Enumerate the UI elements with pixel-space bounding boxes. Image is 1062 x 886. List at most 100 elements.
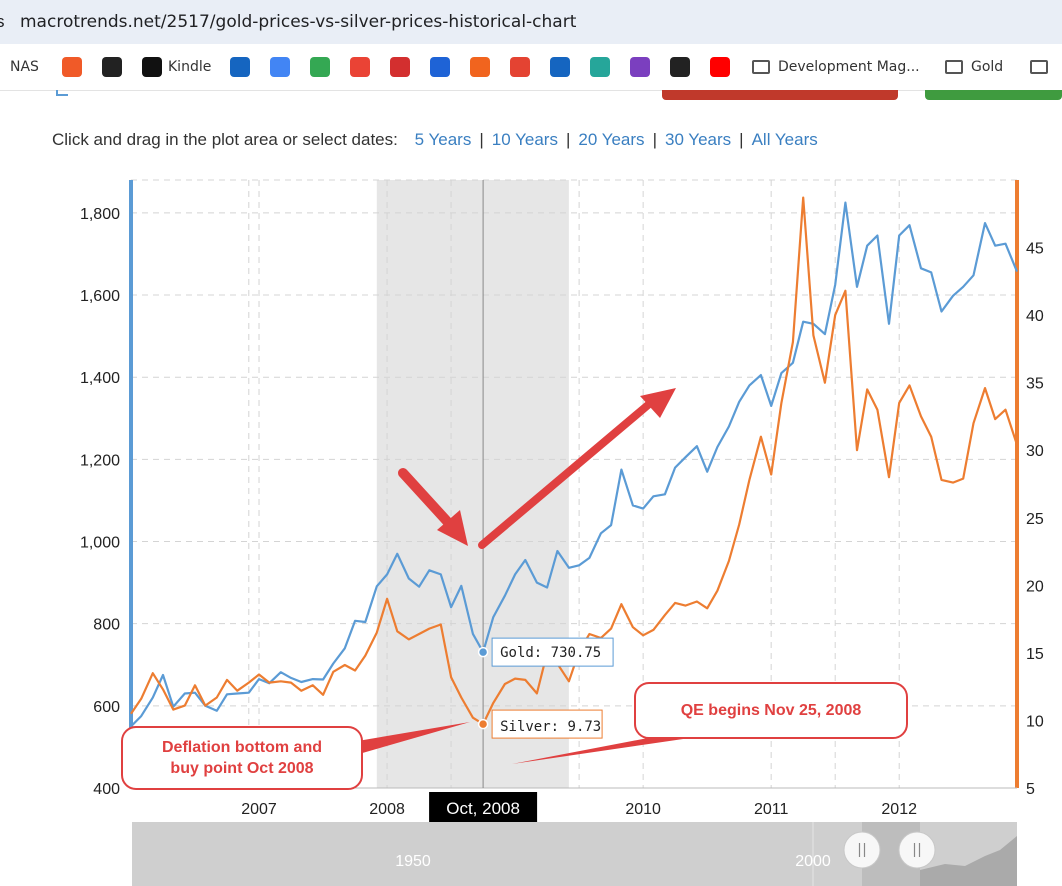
bookmark-19[interactable] bbox=[1030, 56, 1056, 78]
range-option-30-years[interactable]: 30 Years bbox=[664, 130, 732, 149]
address-bar-edge-glyph: s bbox=[0, 12, 5, 31]
range-separator: | bbox=[739, 130, 744, 149]
spiral-icon bbox=[590, 57, 610, 77]
x-tick-label: 2008 bbox=[369, 801, 405, 818]
range-option-20-years[interactable]: 20 Years bbox=[578, 130, 645, 149]
navigator-area bbox=[920, 836, 1017, 886]
bookmark-4[interactable] bbox=[230, 56, 256, 78]
gold-point-marker[interactable] bbox=[477, 646, 489, 658]
green-action-button[interactable] bbox=[925, 90, 1062, 100]
small-blue-mark bbox=[56, 90, 68, 96]
bookmark-0[interactable]: NAS bbox=[10, 56, 39, 78]
selection-highlight[interactable] bbox=[376, 180, 569, 788]
bookmark-label: Gold bbox=[971, 59, 1004, 75]
maps-icon bbox=[350, 57, 370, 77]
bookmark-7[interactable] bbox=[350, 56, 376, 78]
folder-icon bbox=[752, 60, 770, 74]
x-tick-label: 2010 bbox=[625, 801, 661, 818]
url-text[interactable]: macrotrends.net/2517/gold-prices-vs-silv… bbox=[20, 12, 577, 32]
y-right-tick-label: 15 bbox=[1026, 646, 1044, 663]
github-icon bbox=[102, 57, 122, 77]
gold-tooltip-box bbox=[491, 637, 614, 667]
down-arrow-shaft bbox=[398, 468, 460, 535]
crosshair-label-bg bbox=[429, 792, 538, 824]
bookmark-red-icon bbox=[62, 57, 82, 77]
deflation-callout-text: Deflation bottom and bbox=[162, 739, 322, 756]
bookmarks-bar: NAS Kindle Development Mag... Gold bbox=[0, 44, 1062, 91]
y-left-tick-label: 400 bbox=[93, 781, 120, 798]
y-right-tick-label: 10 bbox=[1026, 713, 1044, 730]
y-right-tick-label: 5 bbox=[1026, 781, 1035, 798]
folder-icon bbox=[945, 60, 963, 74]
series-line-gold bbox=[130, 201, 1019, 728]
bookmark-16[interactable] bbox=[710, 56, 736, 78]
y-right-tick-label: 45 bbox=[1026, 241, 1044, 258]
deflation-callout-text: buy point Oct 2008 bbox=[170, 760, 313, 777]
bookmark-12[interactable] bbox=[550, 56, 576, 78]
bookmark-11[interactable] bbox=[510, 56, 536, 78]
y-left-tick-label: 1,000 bbox=[80, 535, 120, 552]
amazon-icon bbox=[670, 57, 690, 77]
y-left-tick-label: 1,400 bbox=[80, 370, 120, 387]
x-tick-label: 2011 bbox=[754, 801, 789, 818]
bookmark-8[interactable] bbox=[390, 56, 416, 78]
bookmark-1[interactable] bbox=[62, 56, 88, 78]
range-option-5-years[interactable]: 5 Years bbox=[414, 130, 472, 149]
bookmark-6[interactable] bbox=[310, 56, 336, 78]
y-right-tick-label: 35 bbox=[1026, 376, 1044, 393]
x-tick-label: 2007 bbox=[241, 801, 277, 818]
y-left-tick-label: 1,800 bbox=[80, 206, 120, 223]
range-option-10-years[interactable]: 10 Years bbox=[491, 130, 558, 149]
flag-icon bbox=[550, 57, 570, 77]
etsy-icon bbox=[470, 57, 490, 77]
navigator-handle-0[interactable] bbox=[843, 831, 881, 869]
bag-icon bbox=[630, 57, 650, 77]
deflation-callout-pointer bbox=[340, 722, 470, 756]
house-icon bbox=[390, 57, 410, 77]
bookmark-2[interactable] bbox=[102, 56, 128, 78]
bookmark-13[interactable] bbox=[590, 56, 616, 78]
silver-tooltip-box bbox=[491, 709, 603, 739]
youtube-icon bbox=[710, 57, 730, 77]
todoist-icon bbox=[510, 57, 530, 77]
y-left-tick-label: 800 bbox=[93, 617, 120, 634]
qe-callout-box bbox=[634, 682, 908, 739]
bookmark-label: Development Mag... bbox=[778, 59, 920, 75]
gold-tooltip-text: Gold: 730.75 bbox=[500, 645, 601, 661]
range-separator: | bbox=[652, 130, 657, 149]
range-separator: | bbox=[479, 130, 484, 149]
navigator-handle-1[interactable] bbox=[898, 831, 936, 869]
drive-icon bbox=[310, 57, 330, 77]
range-separator: | bbox=[565, 130, 571, 149]
gold-silver-chart[interactable]: 400 600 800 1,000 1,200 1,400 1,600 1,800 5 10 15 2… bbox=[0, 160, 1062, 886]
kindle-icon bbox=[142, 57, 162, 77]
bookmark-5[interactable] bbox=[270, 56, 296, 78]
range-selector: Click and drag in the plot area or selec… bbox=[52, 130, 818, 150]
y-right-tick-label: 30 bbox=[1026, 443, 1044, 460]
bookmark-15[interactable] bbox=[670, 56, 696, 78]
red-action-button[interactable] bbox=[662, 90, 898, 100]
y-right-tick-label: 20 bbox=[1026, 578, 1044, 595]
silver-point-marker[interactable] bbox=[477, 718, 489, 730]
y-right-tick-label: 25 bbox=[1026, 511, 1044, 528]
mail-icon bbox=[230, 57, 250, 77]
bookmark-3[interactable]: Kindle bbox=[142, 56, 211, 78]
range-option-all-years[interactable]: All Years bbox=[751, 130, 818, 149]
deflation-callout-box bbox=[121, 726, 363, 790]
bookmark-14[interactable] bbox=[630, 56, 656, 78]
bookmark-18[interactable]: Gold bbox=[945, 56, 1003, 78]
y-left-tick-label: 1,200 bbox=[80, 452, 120, 469]
qe-callout-text: QE begins Nov 25, 2008 bbox=[681, 702, 862, 719]
bookmark-label: NAS bbox=[10, 59, 39, 75]
range-prompt: Click and drag in the plot area or selec… bbox=[52, 130, 398, 149]
address-bar[interactable]: s macrotrends.net/2517/gold-prices-vs-si… bbox=[0, 0, 1062, 44]
y-left-tick-label: 600 bbox=[93, 699, 120, 716]
bookmark-17[interactable]: Development Mag... bbox=[752, 56, 920, 78]
bookmark-10[interactable] bbox=[470, 56, 496, 78]
crosshair-label: Oct, 2008 bbox=[446, 799, 520, 818]
y-left-tick-label: 1,600 bbox=[80, 288, 120, 305]
down-arrow-head bbox=[437, 510, 468, 546]
bookmark-9[interactable] bbox=[430, 56, 456, 78]
navigator-label: 1950 bbox=[395, 853, 431, 870]
x-tick-label: 2012 bbox=[881, 801, 917, 818]
